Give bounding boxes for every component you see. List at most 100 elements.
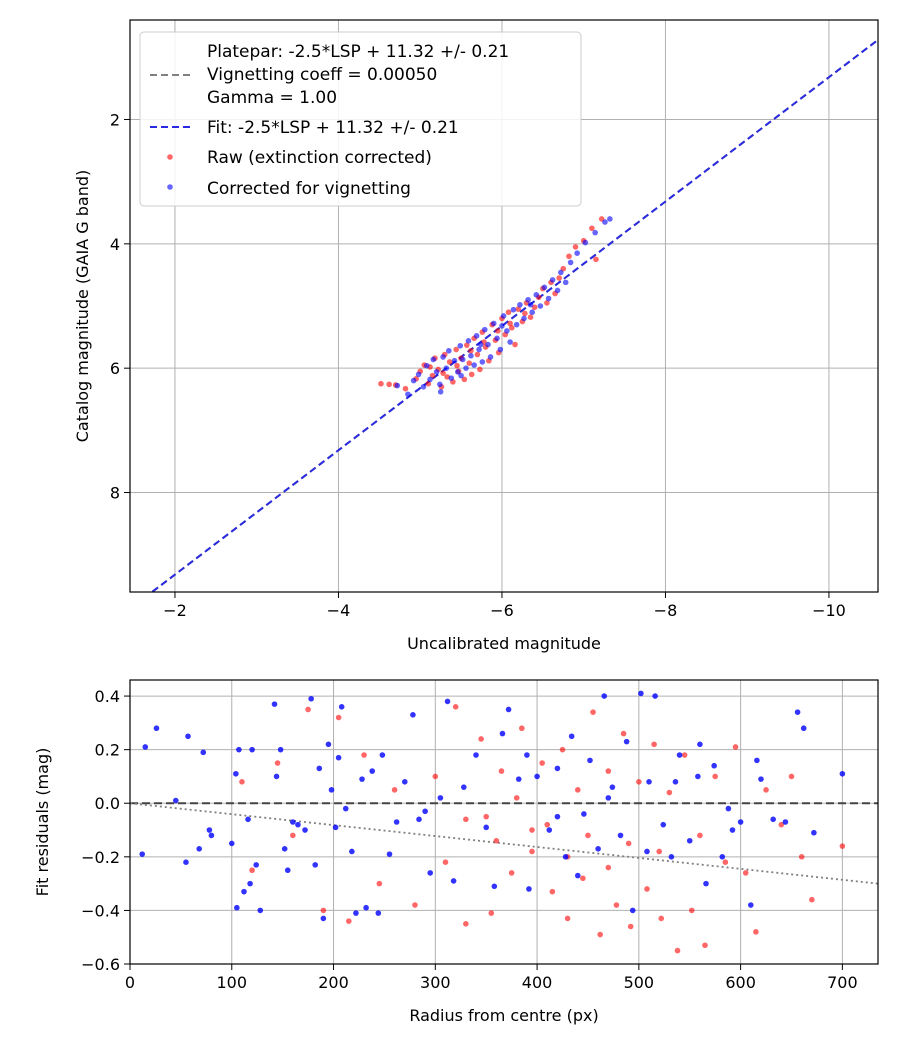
corrected-residual-point bbox=[290, 819, 296, 825]
legend-platepar-label: Platepar: -2.5*LSP + 11.32 +/- 0.21 bbox=[207, 42, 509, 62]
corrected-residual-point bbox=[534, 773, 540, 780]
corrected-residual-point bbox=[473, 752, 479, 758]
legend: Platepar: -2.5*LSP + 11.32 +/- 0.21 Vign… bbox=[139, 31, 582, 207]
raw-residual-point bbox=[391, 787, 398, 793]
corrected-residual-point bbox=[711, 762, 717, 769]
bottom-y-tick-label: 0.0 bbox=[95, 794, 120, 813]
corrected-point bbox=[465, 338, 472, 344]
corrected-residual-point bbox=[554, 813, 561, 820]
corrected-point bbox=[494, 335, 500, 342]
corrected-residual-point bbox=[379, 752, 386, 758]
corrected-residual-point bbox=[491, 883, 498, 890]
corrected-point bbox=[541, 284, 548, 291]
corrected-residual-point bbox=[332, 824, 339, 831]
corrected-residual-point bbox=[142, 744, 149, 750]
bottom-x-tick-label: 700 bbox=[827, 973, 858, 992]
corrected-residual-point bbox=[437, 795, 444, 801]
corrected-point bbox=[582, 239, 589, 246]
corrected-residual-point bbox=[546, 827, 553, 833]
bottom-reference-lines bbox=[129, 802, 879, 885]
raw-residual-point bbox=[580, 875, 586, 882]
corrected-residual-point bbox=[609, 784, 616, 790]
corrected-point bbox=[574, 250, 580, 256]
raw-point bbox=[468, 347, 474, 354]
bottom-y-tick-label: −0.6 bbox=[81, 955, 120, 974]
top-y-tick-label: 8 bbox=[110, 484, 120, 503]
raw-residual-point bbox=[498, 768, 505, 774]
corrected-residual-point bbox=[725, 805, 732, 812]
corrected-residual-point bbox=[281, 845, 288, 852]
raw-residual-point bbox=[788, 773, 795, 780]
raw-point bbox=[454, 362, 460, 369]
raw-point bbox=[566, 253, 572, 260]
corrected-point bbox=[446, 347, 452, 354]
corrected-point bbox=[440, 354, 446, 360]
raw-residual-point bbox=[478, 736, 484, 742]
corrected-residual-point bbox=[758, 776, 764, 782]
corrected-residual-point bbox=[338, 703, 345, 710]
raw-residual-point bbox=[763, 787, 769, 793]
corrected-point bbox=[451, 357, 458, 364]
corrected-point bbox=[490, 320, 497, 327]
top-fit-lines bbox=[151, 39, 879, 593]
corrected-residual-point bbox=[811, 829, 817, 836]
corrected-residual-point bbox=[206, 827, 213, 833]
corrected-residual-point bbox=[427, 870, 434, 876]
raw-residual-point bbox=[613, 902, 620, 908]
corrected-residual-point bbox=[233, 770, 239, 777]
raw-residual-point bbox=[320, 907, 327, 914]
corrected-residual-point bbox=[568, 733, 575, 740]
bottom-x-tick-label: 400 bbox=[522, 973, 553, 992]
corrected-residual-point bbox=[703, 880, 709, 887]
raw-point bbox=[425, 380, 432, 387]
corrected-point bbox=[485, 341, 491, 348]
corrected-residual-point bbox=[410, 712, 416, 718]
bottom-x-tick-label: 600 bbox=[725, 973, 756, 992]
legend-raw-label: Raw (extinction corrected) bbox=[207, 148, 432, 168]
raw-point bbox=[440, 370, 446, 376]
top-x-tick-label: −2 bbox=[163, 601, 187, 620]
corrected-point bbox=[607, 216, 613, 222]
corrected-residual-point bbox=[839, 770, 846, 777]
corrected-residual-point bbox=[316, 765, 323, 772]
raw-residual-point bbox=[361, 752, 367, 758]
corrected-residual-point bbox=[587, 757, 593, 764]
corrected-point bbox=[481, 326, 488, 333]
raw-residual-point bbox=[625, 840, 632, 847]
residual-trend-line bbox=[129, 802, 879, 885]
raw-point bbox=[556, 275, 562, 281]
raw-point bbox=[453, 346, 459, 353]
legend-box bbox=[139, 31, 582, 207]
raw-residual-point bbox=[697, 832, 703, 839]
bottom-grid bbox=[129, 680, 878, 965]
corrected-residual-point bbox=[672, 779, 679, 785]
raw-residual-point bbox=[290, 832, 296, 839]
corrected-residual-point bbox=[185, 733, 191, 740]
raw-residual-point bbox=[346, 918, 352, 924]
raw-point bbox=[527, 314, 534, 320]
corrected-residual-point bbox=[308, 695, 314, 702]
raw-residual-point bbox=[305, 706, 311, 713]
corrected-residual-point bbox=[241, 888, 247, 895]
raw-residual-point bbox=[376, 880, 383, 887]
bottom-x-tick-label: 500 bbox=[624, 973, 655, 992]
raw-residual-point bbox=[712, 773, 718, 780]
corrected-point bbox=[487, 354, 494, 360]
top-x-tick-label: −4 bbox=[327, 601, 351, 620]
corrected-point bbox=[477, 341, 484, 348]
raw-point bbox=[495, 328, 501, 334]
top-y-tick-label: 6 bbox=[110, 359, 120, 378]
raw-residual-point bbox=[529, 848, 535, 855]
corrected-residual-point bbox=[228, 840, 235, 847]
corrected-point bbox=[602, 219, 608, 225]
bottom-scatter-points bbox=[139, 690, 846, 954]
corrected-residual-point bbox=[353, 910, 359, 916]
corrected-point bbox=[529, 309, 536, 316]
raw-residual-point bbox=[412, 902, 418, 908]
raw-point bbox=[512, 341, 518, 348]
corrected-point bbox=[443, 365, 450, 371]
raw-point bbox=[474, 351, 481, 358]
raw-residual-point bbox=[549, 888, 556, 895]
raw-residual-point bbox=[519, 725, 525, 732]
corrected-point bbox=[430, 356, 437, 363]
